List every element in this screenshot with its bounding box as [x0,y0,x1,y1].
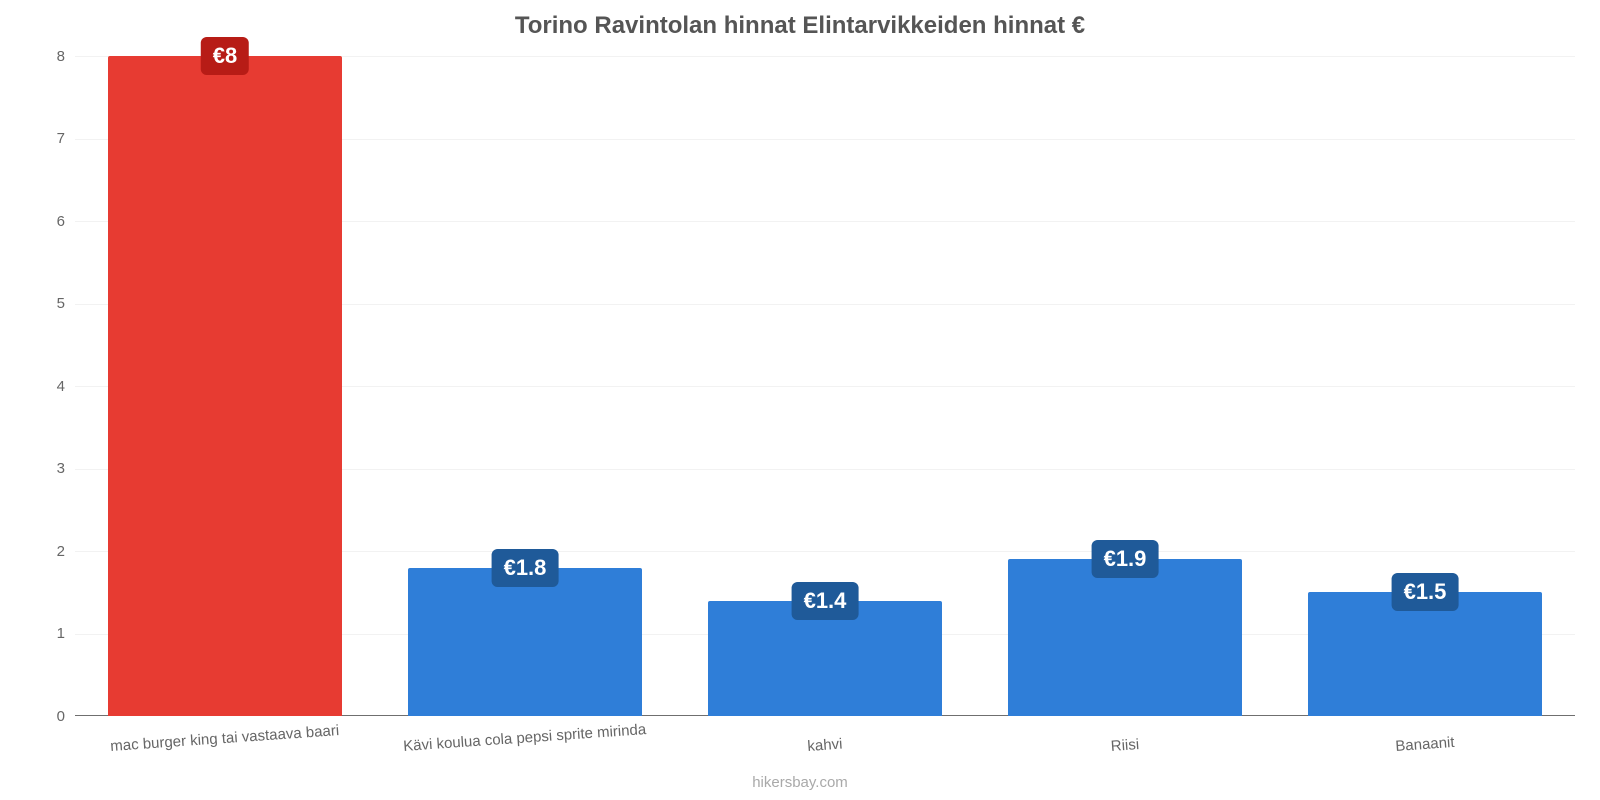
bar [108,56,342,716]
y-tick-label: 4 [25,378,65,395]
x-category-label: Banaanit [1395,734,1455,755]
y-tick-label: 6 [25,213,65,230]
y-tick-label: 7 [25,130,65,147]
x-category-label: Riisi [1110,736,1139,755]
y-tick-label: 1 [25,625,65,642]
x-category-label: Kävi koulua cola pepsi sprite mirinda [403,721,647,755]
value-badge: €1.5 [1392,573,1459,611]
chart-title: Torino Ravintolan hinnat Elintarvikkeide… [0,12,1600,40]
bar [1008,559,1242,716]
chart-credit: hikersbay.com [0,774,1600,791]
bar [408,568,642,717]
value-badge: €1.9 [1092,540,1159,578]
y-tick-label: 2 [25,543,65,560]
y-tick-label: 8 [25,48,65,65]
plot-area: €8€1.8€1.4€1.9€1.5 [75,56,1575,716]
y-tick-label: 3 [25,460,65,477]
price-bar-chart: Torino Ravintolan hinnat Elintarvikkeide… [0,0,1600,800]
x-category-label: kahvi [807,736,843,755]
value-badge: €8 [201,37,249,75]
x-category-label: mac burger king tai vastaava baari [110,722,340,755]
value-badge: €1.4 [792,582,859,620]
y-tick-label: 5 [25,295,65,312]
value-badge: €1.8 [492,549,559,587]
y-tick-label: 0 [25,708,65,725]
